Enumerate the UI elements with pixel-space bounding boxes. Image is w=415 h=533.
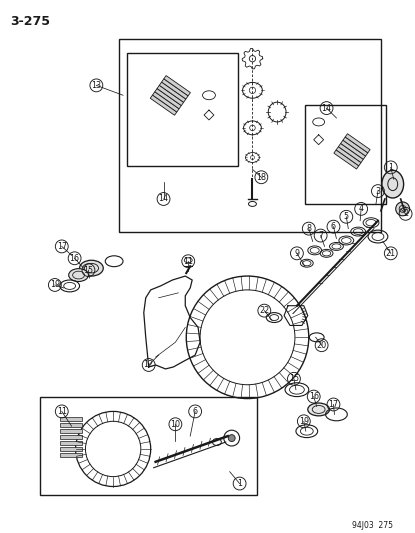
- Polygon shape: [153, 92, 179, 112]
- Text: 20: 20: [317, 341, 327, 350]
- Text: 21: 21: [386, 249, 396, 258]
- Text: 19: 19: [299, 417, 309, 426]
- Polygon shape: [150, 95, 177, 115]
- Bar: [60, 447, 81, 451]
- Text: 12: 12: [144, 360, 154, 369]
- Circle shape: [228, 434, 235, 441]
- Ellipse shape: [308, 403, 330, 416]
- Text: 4: 4: [359, 204, 364, 213]
- Text: 8: 8: [306, 224, 311, 233]
- Text: 9: 9: [294, 249, 300, 258]
- Polygon shape: [343, 137, 368, 156]
- Text: 14: 14: [159, 195, 168, 204]
- Text: 18: 18: [256, 173, 266, 182]
- Text: 15: 15: [83, 265, 93, 274]
- Text: 10: 10: [171, 420, 181, 429]
- Polygon shape: [164, 76, 190, 96]
- Text: 22: 22: [259, 306, 269, 315]
- Text: 5: 5: [344, 212, 349, 221]
- Ellipse shape: [69, 269, 88, 281]
- Polygon shape: [155, 88, 181, 109]
- Bar: [60, 423, 81, 427]
- Text: 17: 17: [57, 242, 67, 251]
- Bar: [60, 435, 81, 439]
- Text: 11: 11: [57, 407, 67, 416]
- Bar: [40, 397, 257, 495]
- Text: 6: 6: [331, 222, 336, 231]
- Text: 13: 13: [91, 81, 101, 90]
- Polygon shape: [161, 79, 188, 99]
- Text: 14: 14: [322, 103, 332, 112]
- Text: 16: 16: [309, 392, 319, 401]
- Polygon shape: [338, 143, 363, 163]
- Polygon shape: [336, 147, 361, 166]
- Bar: [119, 39, 381, 232]
- Text: 7: 7: [318, 231, 323, 240]
- Text: 3: 3: [376, 187, 381, 196]
- Ellipse shape: [80, 260, 103, 276]
- Text: 1: 1: [237, 479, 242, 488]
- Text: 15: 15: [289, 374, 299, 383]
- Polygon shape: [341, 140, 366, 159]
- Ellipse shape: [382, 171, 404, 198]
- Polygon shape: [159, 82, 186, 102]
- Bar: [60, 417, 81, 421]
- Polygon shape: [157, 85, 183, 106]
- Bar: [60, 441, 81, 445]
- Text: 16: 16: [70, 254, 80, 263]
- Bar: [60, 453, 81, 457]
- Text: 17: 17: [328, 400, 339, 409]
- Text: 2: 2: [403, 209, 408, 219]
- Text: 19: 19: [50, 280, 60, 289]
- Bar: [127, 53, 238, 166]
- Text: 6: 6: [193, 407, 198, 416]
- Text: 3-275: 3-275: [10, 15, 50, 28]
- Text: 11: 11: [183, 257, 193, 266]
- Text: 94J03  275: 94J03 275: [352, 521, 393, 530]
- Bar: [305, 105, 386, 204]
- Circle shape: [396, 202, 410, 216]
- Polygon shape: [345, 134, 370, 153]
- Bar: [60, 429, 81, 433]
- Polygon shape: [334, 150, 359, 169]
- Text: 1: 1: [388, 163, 393, 172]
